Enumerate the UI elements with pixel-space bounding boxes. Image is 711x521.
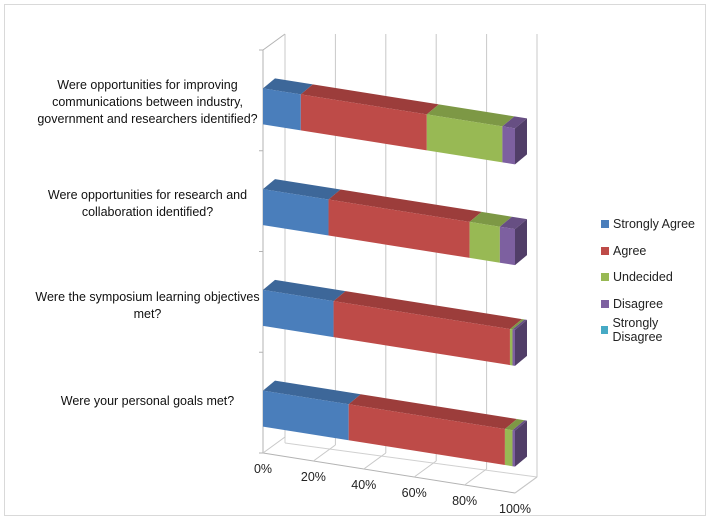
legend: Strongly Agree Agree Undecided Disagree … <box>601 211 705 344</box>
legend-label-strongly-agree: Strongly Agree <box>613 217 695 232</box>
bar-3-0 <box>263 390 349 441</box>
legend-label-strongly-disagree: Strongly Disagree <box>612 316 663 345</box>
bar-2-2 <box>509 329 513 366</box>
legend-item-undecided: Undecided <box>601 264 705 291</box>
category-label-1: Were opportunities for improving communi… <box>37 78 258 126</box>
bar-top-0-1 <box>300 84 439 115</box>
bar-top-2-2 <box>509 319 525 330</box>
legend-item-agree: Agree <box>601 238 705 265</box>
gridline-floor-0 <box>262 436 286 454</box>
category-label-2: Were opportunities for research and coll… <box>47 188 248 219</box>
legend-swatch-strongly-agree <box>601 220 609 229</box>
bar-end-1 <box>515 219 527 266</box>
legend-item-strongly-disagree: Strongly Disagree <box>601 316 705 345</box>
legend-label-agree: Agree <box>613 243 647 258</box>
gridline-floor-5 <box>514 476 538 494</box>
legend-swatch-undecided <box>601 273 609 282</box>
bar-end-0 <box>515 118 527 165</box>
bar-end-3 <box>515 420 527 467</box>
bar-1-2 <box>469 221 500 263</box>
bar-2-0 <box>263 289 334 338</box>
bar-top-3-3 <box>512 420 527 431</box>
legend-swatch-strongly-disagree <box>601 326 609 335</box>
gridline-floor-1 <box>313 444 336 462</box>
bar-top-1-1 <box>328 189 482 222</box>
category-label-3: Were the symposium learning objectives m… <box>35 290 260 321</box>
bar-top-3-0 <box>263 380 361 405</box>
bar-3-2 <box>504 429 513 467</box>
gridline-floor-4 <box>464 468 487 486</box>
bar-2-1 <box>333 301 510 366</box>
bar-1-1 <box>328 199 470 258</box>
legend-label-disagree: Disagree <box>613 296 664 311</box>
gridline-floor-2 <box>363 452 387 470</box>
bar-0-0 <box>263 88 301 131</box>
bar-0-1 <box>300 94 427 151</box>
axis-baseline <box>262 452 516 494</box>
bar-top-2-1 <box>333 291 522 330</box>
gridline-floor-3 <box>413 460 437 478</box>
bar-top-0-0 <box>263 78 313 95</box>
x-tick-label-5: 100% <box>499 502 531 515</box>
axis-floor-back <box>284 442 538 478</box>
axis-wall-top <box>262 33 286 51</box>
bar-1-0 <box>263 189 329 236</box>
bar-1-3 <box>499 226 515 266</box>
bar-top-2-0 <box>263 279 346 302</box>
bar-end-2 <box>515 319 527 366</box>
bar-top-3-2 <box>504 419 525 431</box>
bar-top-2-3 <box>512 319 527 330</box>
x-tick-label-3: 60% <box>402 486 427 500</box>
bar-2-3 <box>512 329 515 366</box>
x-tick-label-1: 20% <box>301 470 326 484</box>
bar-top-0-3 <box>502 116 527 129</box>
bar-top-3-1 <box>348 394 517 430</box>
bar-top-1-0 <box>263 179 341 200</box>
bar-0-2 <box>426 114 503 163</box>
x-tick-label-4: 80% <box>452 494 477 508</box>
bar-top-1-3 <box>499 216 527 230</box>
legend-label-undecided: Undecided <box>613 270 673 285</box>
chart-frame: 0% 20% 40% 60% 80% 100% Were opportunities fo… <box>4 4 706 516</box>
legend-swatch-agree <box>601 246 609 255</box>
legend-swatch-disagree <box>601 299 609 308</box>
category-label-4: Were your personal goals met? <box>60 394 235 408</box>
x-tick-label-0: 0% <box>254 462 272 476</box>
bar-top-0-2 <box>426 104 515 127</box>
stacked-bar-chart: 0% 20% 40% 60% 80% 100% <box>254 33 538 515</box>
legend-item-strongly-agree: Strongly Agree <box>601 211 705 238</box>
bar-top-1-2 <box>469 211 512 227</box>
bar-3-1 <box>348 404 505 466</box>
bar-0-3 <box>502 126 515 165</box>
x-tick-label-2: 40% <box>351 478 376 492</box>
bar-3-3 <box>512 430 515 467</box>
legend-item-disagree: Disagree <box>601 291 705 318</box>
